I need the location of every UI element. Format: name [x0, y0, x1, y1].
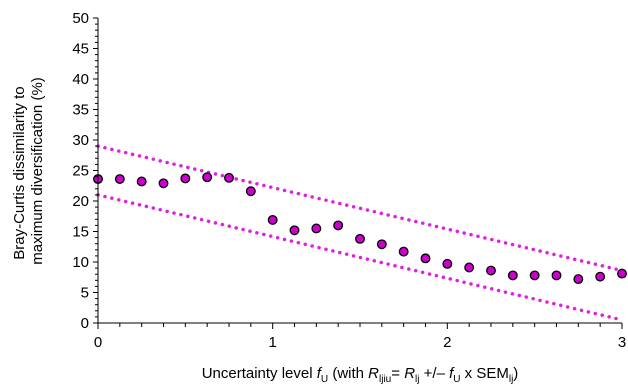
x-tick-label: 3: [618, 334, 626, 351]
data-point: [333, 220, 344, 231]
x-axis-title-part: f: [317, 365, 323, 382]
y-tick-label: 50: [72, 10, 89, 27]
axes: [97, 18, 622, 324]
x-axis-title-part: =: [391, 365, 404, 382]
y-tick-label: 20: [72, 193, 89, 210]
x-axis-title-part: +/–: [419, 365, 449, 382]
data-point: [595, 271, 606, 282]
lower-bound-line: [96, 193, 624, 322]
x-ticks: 0 1 2 3: [94, 323, 626, 351]
y-axis-title-line2: maximum diversification (%): [29, 77, 46, 265]
data-point: [486, 265, 496, 276]
y-tick-label: 25: [72, 163, 89, 180]
y-tick-label: 10: [72, 254, 89, 271]
data-point: [442, 258, 453, 269]
x-axis-title-sub: lj: [415, 374, 419, 384]
y-tick-label: 0: [81, 315, 89, 332]
data-point: [289, 225, 300, 236]
x-axis-title-sub: ljiu: [379, 374, 391, 384]
y-tick-label: 30: [72, 132, 89, 149]
x-axis-title-part: Uncertainty level: [202, 365, 317, 382]
data-point: [245, 186, 256, 197]
data-point: [420, 253, 431, 264]
x-tick-label: 0: [94, 334, 102, 351]
y-tick-label: 40: [72, 71, 89, 88]
x-axis-title-part: ): [513, 365, 518, 382]
x-axis-title-part: x SEM: [461, 365, 509, 382]
y-axis-title-line1: Bray-Curtis dissimilarity to: [11, 86, 28, 259]
x-axis-title-part: (with: [328, 365, 368, 382]
x-axis-title: Uncertainty level fU (with Rljiu= Rlj +/…: [202, 365, 519, 384]
x-tick-label: 1: [268, 334, 276, 351]
data-points: [93, 172, 627, 285]
x-axis-title-part: f: [449, 365, 455, 382]
bound-lines: [96, 144, 624, 322]
y-tick-label: 45: [72, 41, 89, 58]
data-point: [376, 239, 387, 250]
data-point: [224, 172, 234, 183]
data-point: [617, 268, 627, 279]
x-axis-title-part: R: [368, 365, 379, 382]
y-ticks: 0 5 10 15 20 25 30 35 40 45 50: [72, 10, 98, 332]
x-axis-title-part: R: [404, 365, 415, 382]
data-point: [551, 270, 562, 281]
upper-bound-line: [96, 144, 624, 273]
y-tick-label: 15: [72, 224, 89, 241]
data-point: [464, 262, 475, 273]
x-axis-title-sub: U: [321, 374, 328, 384]
data-point: [114, 174, 125, 184]
data-point: [180, 173, 191, 184]
data-point: [529, 270, 540, 281]
x-tick-label: 2: [443, 334, 451, 351]
data-point: [158, 178, 169, 189]
data-point: [573, 274, 584, 285]
x-axis-title-sub: lj: [509, 374, 513, 384]
data-point: [355, 233, 365, 244]
data-point: [202, 172, 213, 183]
data-point: [267, 214, 278, 225]
data-point: [507, 270, 518, 281]
y-axis-title: Bray-Curtis dissimilarity to maximum div…: [11, 77, 46, 265]
y-tick-label: 5: [81, 285, 89, 302]
data-point: [311, 223, 322, 234]
x-axis-title-sub: U: [453, 374, 460, 384]
y-tick-label: 35: [72, 102, 89, 119]
data-point: [136, 176, 147, 187]
data-point: [398, 246, 409, 257]
